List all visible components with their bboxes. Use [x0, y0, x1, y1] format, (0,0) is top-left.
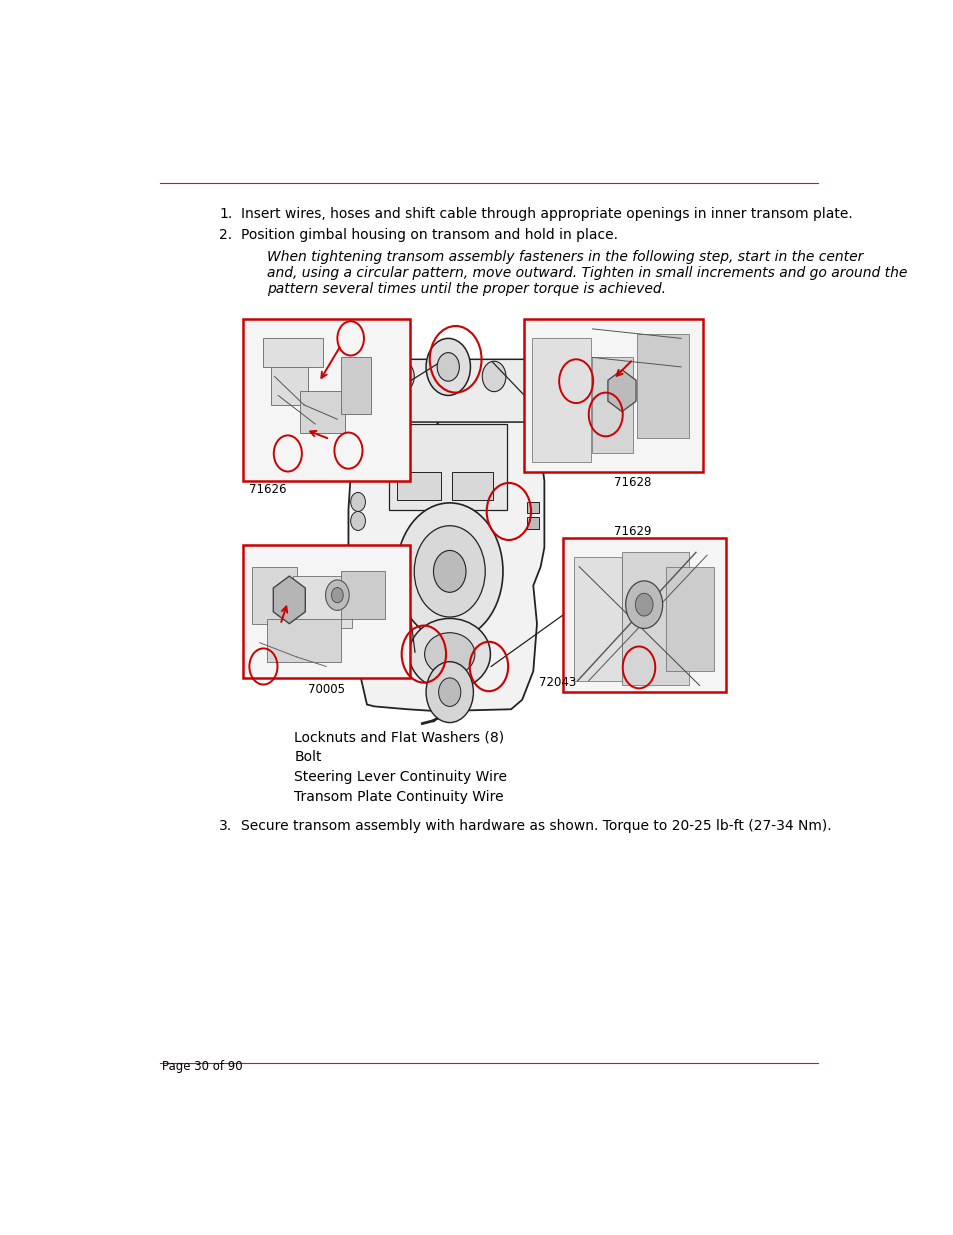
Ellipse shape — [409, 619, 490, 690]
Text: Insert wires, hoses and shift cable through appropriate openings in inner transo: Insert wires, hoses and shift cable thro… — [241, 207, 852, 221]
Text: 1.: 1. — [219, 207, 233, 221]
Text: 72043: 72043 — [538, 676, 576, 689]
Bar — [531, 338, 590, 462]
Bar — [621, 552, 688, 685]
Bar — [243, 320, 410, 482]
Text: Secure transom assembly with hardware as shown. Torque to 20-25 lb-ft (27-34 Nm): Secure transom assembly with hardware as… — [241, 819, 831, 832]
Bar — [592, 357, 633, 452]
Bar — [341, 357, 370, 415]
Circle shape — [390, 361, 414, 391]
Text: Bolt: Bolt — [294, 750, 322, 764]
Bar — [293, 576, 352, 629]
Circle shape — [351, 493, 365, 511]
Bar — [263, 338, 322, 367]
Circle shape — [482, 361, 505, 391]
Text: 71626: 71626 — [249, 483, 286, 496]
Bar — [524, 320, 702, 472]
Circle shape — [325, 580, 349, 610]
Text: Position gimbal housing on transom and hold in place.: Position gimbal housing on transom and h… — [241, 228, 618, 242]
FancyBboxPatch shape — [375, 359, 528, 422]
Bar — [637, 333, 688, 438]
Polygon shape — [324, 403, 367, 448]
Text: Page 30 of 90: Page 30 of 90 — [162, 1060, 242, 1072]
Bar — [389, 424, 507, 510]
Circle shape — [396, 503, 502, 640]
Circle shape — [414, 526, 485, 618]
Text: Locknuts and Flat Washers (8): Locknuts and Flat Washers (8) — [294, 730, 504, 745]
Bar — [562, 538, 724, 692]
Text: Transom Plate Continuity Wire: Transom Plate Continuity Wire — [294, 790, 503, 804]
Circle shape — [351, 511, 365, 531]
Text: 70005: 70005 — [308, 683, 344, 695]
Bar — [300, 390, 344, 433]
Text: 71628: 71628 — [614, 477, 651, 489]
Text: Steering Lever Continuity Wire: Steering Lever Continuity Wire — [294, 771, 507, 784]
Ellipse shape — [424, 632, 475, 676]
Bar — [574, 557, 621, 680]
Circle shape — [391, 405, 409, 427]
Circle shape — [426, 338, 470, 395]
Circle shape — [436, 353, 459, 382]
Circle shape — [331, 588, 343, 603]
Text: When tightening transom assembly fasteners in the following step, start in the c: When tightening transom assembly fastene… — [267, 249, 906, 296]
Bar — [527, 517, 538, 529]
Text: 71629: 71629 — [614, 525, 651, 538]
Text: 3.: 3. — [219, 819, 232, 832]
Bar — [396, 472, 440, 500]
Bar — [252, 567, 296, 624]
Bar — [341, 572, 385, 619]
Circle shape — [438, 678, 460, 706]
Text: 2.: 2. — [219, 228, 232, 242]
Bar — [665, 567, 714, 672]
Bar — [271, 353, 308, 405]
Circle shape — [635, 593, 653, 616]
Circle shape — [625, 580, 662, 629]
Polygon shape — [348, 415, 544, 711]
Bar — [243, 545, 410, 678]
Bar — [452, 472, 492, 500]
Circle shape — [433, 551, 465, 593]
Bar — [267, 619, 341, 662]
Circle shape — [426, 662, 473, 722]
Bar — [527, 501, 538, 514]
